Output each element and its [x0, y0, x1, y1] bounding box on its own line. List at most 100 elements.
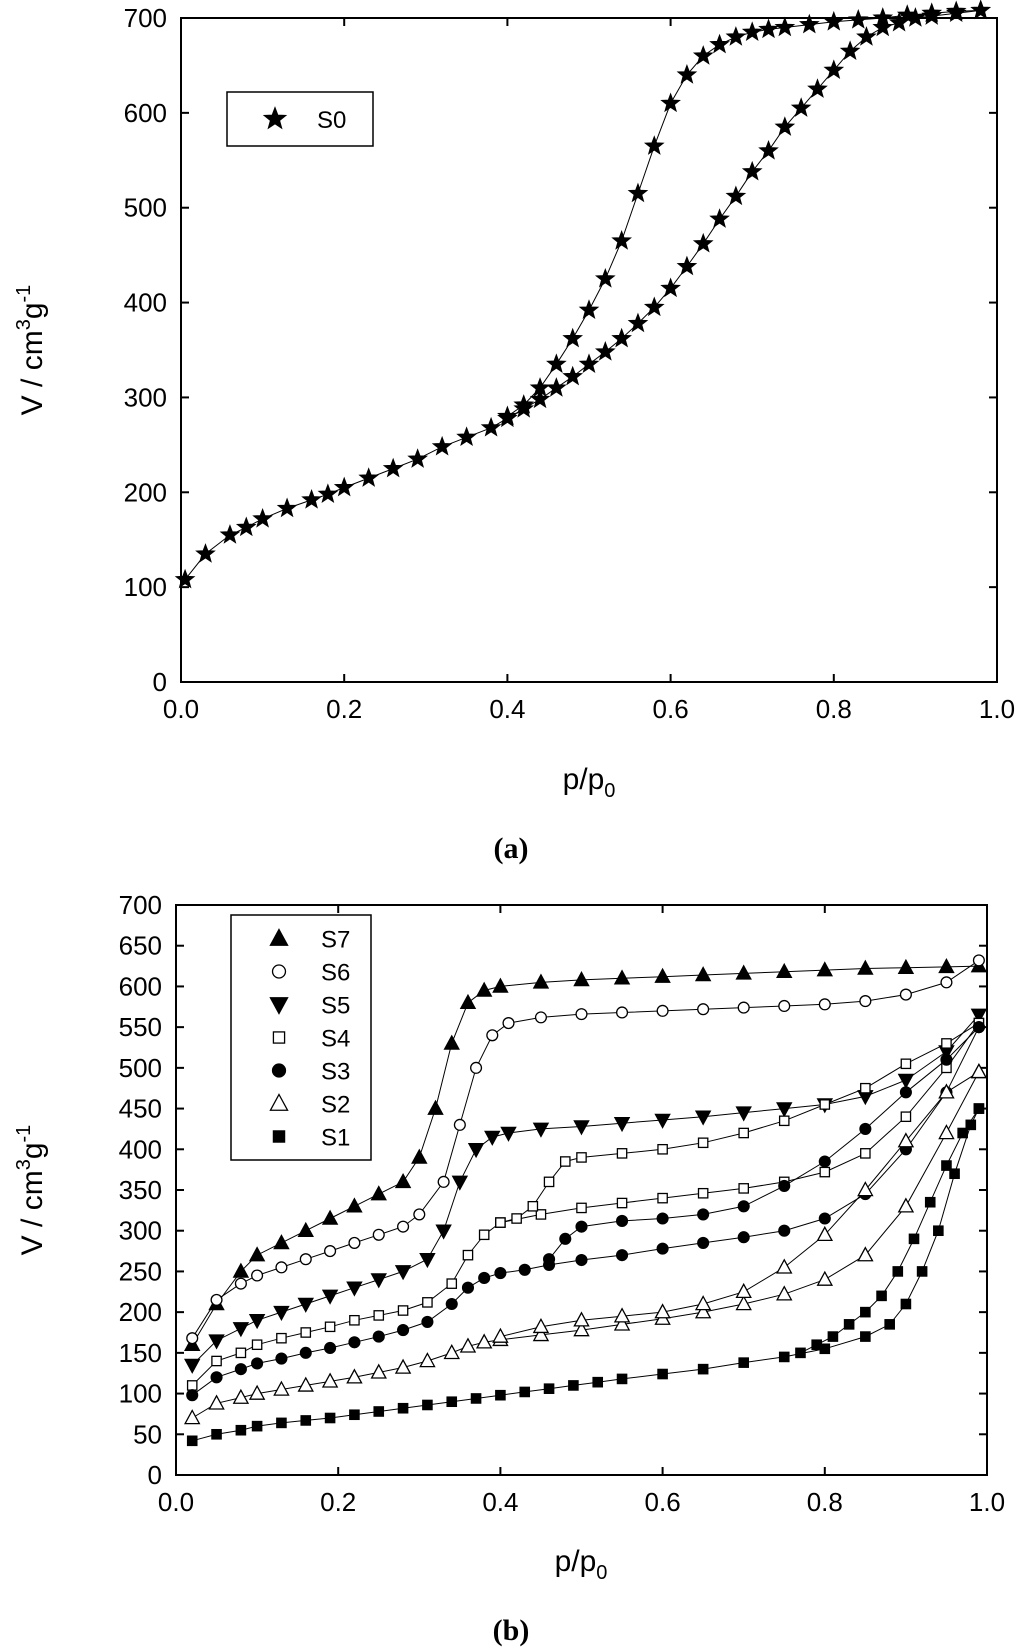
data-point	[818, 1155, 831, 1168]
legend-marker-s6	[271, 964, 287, 979]
legend-label-s0: S0	[317, 107, 346, 134]
data-point	[737, 1001, 750, 1014]
data-point	[709, 208, 730, 228]
series-s7	[184, 957, 988, 1351]
data-point	[297, 1297, 314, 1313]
y-tick-label: 350	[119, 1175, 162, 1205]
data-point	[394, 1172, 412, 1189]
data-point	[494, 1267, 507, 1280]
data-point	[348, 1336, 361, 1349]
data-point	[823, 59, 845, 79]
data-point	[422, 1399, 433, 1411]
data-point	[694, 1295, 712, 1311]
data-point	[211, 1355, 222, 1367]
legend-label-s7: S7	[321, 927, 350, 954]
data-point	[575, 1253, 588, 1267]
data-point	[741, 160, 763, 181]
panel-b-tick-labels: 0.0 0.2 0.4 0.6 0.8 1.0 0 50 100 150 200 250 300 350 4…	[119, 890, 1005, 1517]
panel-a-frame	[180, 17, 998, 683]
data-point	[738, 1127, 749, 1139]
data-point	[847, 9, 869, 29]
data-point	[697, 1003, 710, 1016]
data-point	[195, 543, 216, 563]
data-point	[816, 961, 834, 977]
data-point	[774, 116, 796, 136]
data-point	[818, 998, 831, 1011]
data-point	[478, 1229, 490, 1241]
y-tick-label: 100	[124, 572, 167, 602]
series-s6	[186, 954, 985, 1345]
data-point	[860, 1306, 871, 1318]
data-point	[502, 1017, 515, 1030]
data-point	[897, 958, 915, 974]
data-point	[615, 1006, 629, 1019]
data-point	[957, 1127, 968, 1139]
data-point	[737, 1200, 750, 1213]
y-tick-label: 650	[119, 931, 162, 961]
data-point	[725, 185, 747, 206]
data-point	[643, 135, 665, 155]
data-point	[529, 377, 551, 397]
data-point	[735, 1295, 752, 1311]
data-point	[697, 1363, 709, 1375]
panel-a-series	[174, 0, 992, 589]
data-point	[275, 1352, 288, 1365]
data-point	[972, 1021, 985, 1034]
data-point	[738, 1183, 749, 1194]
data-point	[546, 377, 567, 397]
data-point	[900, 1058, 912, 1070]
series-s1	[186, 1103, 985, 1447]
data-point	[427, 1099, 444, 1115]
data-point	[876, 1290, 887, 1302]
data-point	[529, 388, 551, 409]
data-point	[872, 16, 894, 37]
legend-label-s2: S2	[321, 1092, 350, 1119]
data-point	[484, 1130, 501, 1146]
data-point	[627, 312, 649, 333]
y-tick-label: 300	[119, 1216, 162, 1246]
data-point	[349, 1314, 360, 1326]
data-point	[872, 7, 894, 27]
data-point	[453, 1118, 466, 1131]
legend-marker-s2	[269, 1093, 289, 1111]
data-point	[613, 1315, 631, 1331]
x-tick-label: 0.2	[320, 1487, 356, 1517]
data-point	[373, 1406, 385, 1417]
data-point	[210, 1293, 223, 1306]
data-point	[697, 1187, 709, 1199]
data-point	[657, 1368, 668, 1380]
series-s3	[186, 1021, 985, 1402]
data-point	[208, 1334, 225, 1350]
data-point	[778, 1351, 790, 1363]
data-point	[774, 16, 796, 37]
x-tick-label: 0.6	[645, 1487, 681, 1517]
data-point	[776, 1258, 793, 1274]
data-point	[532, 973, 550, 989]
data-point	[816, 1225, 834, 1242]
data-point	[186, 1332, 199, 1345]
data-point	[616, 1373, 628, 1385]
data-point	[511, 1213, 522, 1224]
data-point	[933, 1225, 944, 1237]
data-point	[735, 1106, 752, 1122]
data-point	[908, 1233, 920, 1245]
data-point	[941, 1160, 952, 1171]
data-point	[321, 1289, 339, 1305]
legend-box	[226, 91, 374, 147]
data-point	[422, 1297, 433, 1308]
y-tick-label: 500	[119, 1053, 162, 1083]
data-point	[573, 1120, 590, 1136]
x-tick-label: 0.0	[163, 694, 199, 724]
data-point	[184, 1409, 201, 1425]
data-point	[174, 568, 196, 589]
data-point	[232, 1322, 250, 1338]
x-tick-label: 1.0	[979, 694, 1015, 724]
data-point	[251, 1420, 263, 1432]
data-point	[592, 1376, 604, 1388]
data-point	[562, 365, 584, 386]
data-point	[676, 64, 698, 84]
data-point	[576, 1202, 587, 1214]
x-tick-label: 0.2	[326, 694, 362, 724]
data-point	[478, 1271, 491, 1284]
